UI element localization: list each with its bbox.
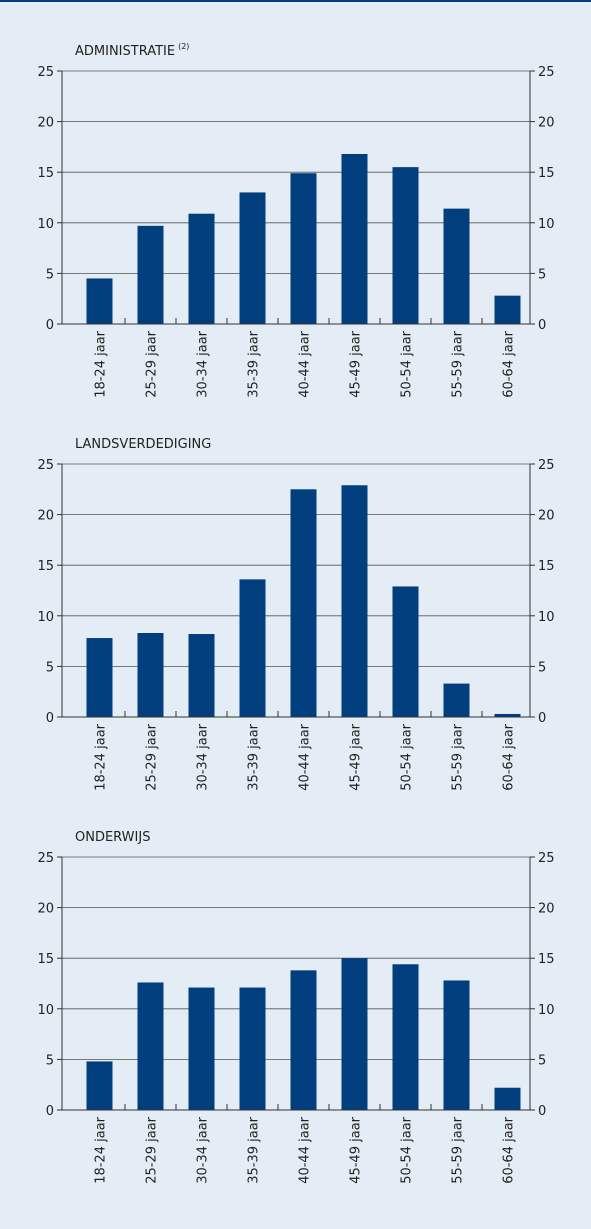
bar (392, 586, 419, 717)
x-tick-label: 40-44 jaar (298, 723, 313, 790)
y2-tick-label: 10 (538, 1003, 555, 1018)
bar (239, 987, 266, 1110)
x-tick-label: 30-34 jaar (196, 723, 211, 790)
x-tick-label: 55-59 jaar (451, 1116, 466, 1183)
bar (137, 982, 164, 1110)
y2-tick-label: 25 (538, 851, 555, 866)
chart-title: ONDERWIJS (75, 830, 150, 845)
x-tick-label: 50-54 jaar (400, 723, 415, 790)
y2-tick-label: 20 (538, 902, 555, 917)
x-tick-label: 60-64 jaar (502, 723, 517, 790)
y2-tick-label: 15 (538, 559, 555, 574)
x-tick-label: 18-24 jaar (94, 1116, 109, 1183)
bar (392, 964, 419, 1110)
y-tick-label: 10 (37, 1003, 54, 1018)
bar (137, 225, 164, 324)
bar (341, 485, 368, 717)
bar (239, 579, 266, 717)
y2-tick-label: 5 (538, 1053, 546, 1068)
bar (290, 173, 317, 324)
bar (341, 958, 368, 1110)
x-tick-label: 40-44 jaar (298, 330, 313, 397)
x-tick-label: 45-49 jaar (349, 723, 364, 790)
bar (341, 153, 368, 324)
x-tick-label: 45-49 jaar (349, 330, 364, 397)
x-tick-label: 60-64 jaar (502, 330, 517, 397)
bar (239, 192, 266, 324)
y-tick-label: 0 (46, 1104, 54, 1119)
bar (188, 634, 215, 717)
x-tick-label: 50-54 jaar (400, 1116, 415, 1183)
bar (86, 278, 113, 324)
y2-tick-label: 0 (538, 318, 546, 333)
x-tick-label: 25-29 jaar (145, 723, 160, 790)
y2-tick-label: 25 (538, 65, 555, 80)
x-tick-label: 55-59 jaar (451, 723, 466, 790)
y-tick-label: 15 (37, 952, 54, 967)
bar (137, 633, 164, 717)
y-tick-label: 5 (46, 660, 54, 675)
y2-tick-label: 20 (538, 509, 555, 524)
bar (188, 213, 215, 324)
y-tick-label: 25 (37, 458, 54, 473)
x-tick-label: 50-54 jaar (400, 330, 415, 397)
y2-tick-label: 15 (538, 166, 555, 181)
y2-tick-label: 5 (538, 267, 546, 282)
y2-tick-label: 0 (538, 711, 546, 726)
x-tick-label: 35-39 jaar (247, 1116, 262, 1183)
y2-tick-label: 0 (538, 1104, 546, 1119)
y-tick-label: 25 (37, 65, 54, 80)
chart-title: ADMINISTRATIE (75, 44, 175, 59)
y-tick-label: 25 (37, 851, 54, 866)
bar (443, 683, 470, 717)
x-tick-label: 30-34 jaar (196, 330, 211, 397)
bar (494, 713, 521, 717)
x-tick-label: 35-39 jaar (247, 723, 262, 790)
bar (86, 1061, 113, 1110)
y2-tick-label: 25 (538, 458, 555, 473)
y-tick-label: 15 (37, 559, 54, 574)
bar (86, 638, 113, 717)
bar (290, 970, 317, 1110)
x-tick-label: 55-59 jaar (451, 330, 466, 397)
y2-tick-label: 10 (538, 610, 555, 625)
y2-tick-label: 10 (538, 217, 555, 232)
y-tick-label: 10 (37, 610, 54, 625)
top-rule (0, 0, 591, 2)
x-tick-label: 25-29 jaar (145, 330, 160, 397)
y-tick-label: 0 (46, 318, 54, 333)
y-tick-label: 5 (46, 1053, 54, 1068)
y2-tick-label: 15 (538, 952, 555, 967)
chart-title: LANDSVERDEDIGING (75, 437, 211, 452)
y2-tick-label: 5 (538, 660, 546, 675)
bar (494, 295, 521, 324)
x-tick-label: 30-34 jaar (196, 1116, 211, 1183)
bar (443, 980, 470, 1110)
x-tick-label: 60-64 jaar (502, 1116, 517, 1183)
bar (188, 987, 215, 1110)
y2-tick-label: 20 (538, 116, 555, 131)
x-tick-label: 35-39 jaar (247, 330, 262, 397)
y-tick-label: 0 (46, 711, 54, 726)
y-tick-label: 15 (37, 166, 54, 181)
bar (494, 1087, 521, 1110)
bar (392, 167, 419, 324)
x-tick-label: 18-24 jaar (94, 723, 109, 790)
y-tick-label: 20 (37, 116, 54, 131)
bar (290, 489, 317, 717)
x-tick-label: 18-24 jaar (94, 330, 109, 397)
y-tick-label: 5 (46, 267, 54, 282)
title-superscript: (2) (178, 42, 189, 51)
x-tick-label: 40-44 jaar (298, 1116, 313, 1183)
y-tick-label: 10 (37, 217, 54, 232)
x-tick-label: 45-49 jaar (349, 1116, 364, 1183)
y-tick-label: 20 (37, 509, 54, 524)
bar (443, 208, 470, 324)
x-tick-label: 25-29 jaar (145, 1116, 160, 1183)
y-tick-label: 20 (37, 902, 54, 917)
